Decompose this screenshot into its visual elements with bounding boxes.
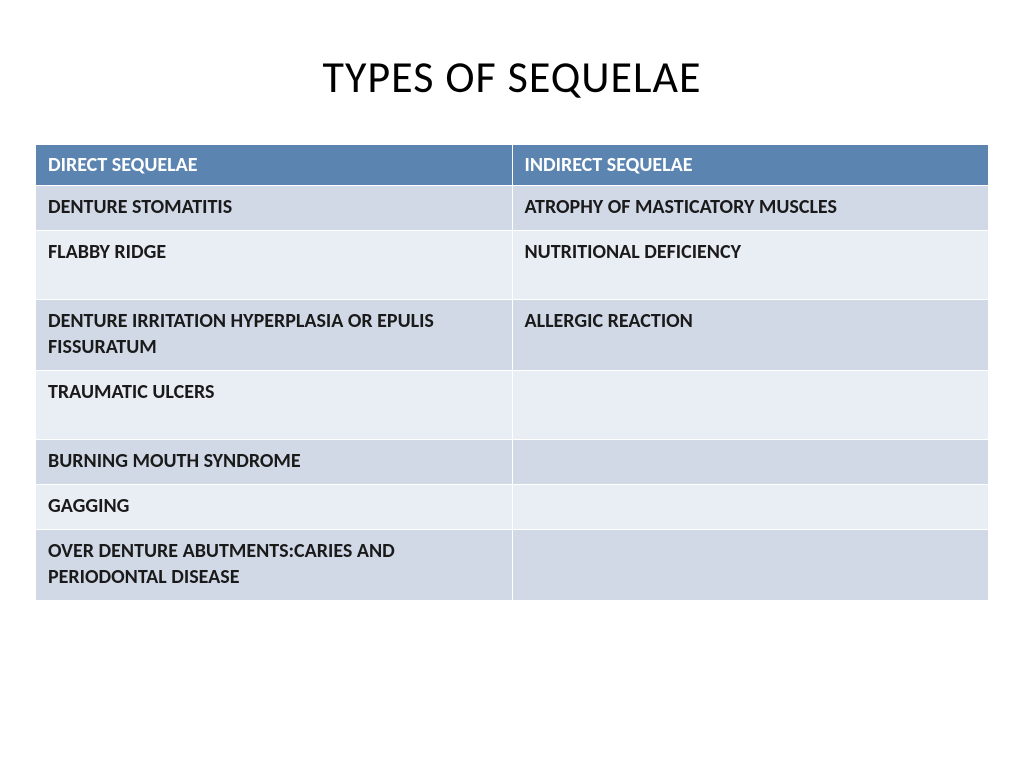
slide-title: TYPES OF SEQUELAE bbox=[35, 50, 989, 104]
table-cell: ALLERGIC REACTION bbox=[512, 300, 989, 371]
table-cell bbox=[512, 440, 989, 485]
table-cell: DENTURE IRRITATION HYPERPLASIA OR EPULIS… bbox=[36, 300, 513, 371]
table-row: GAGGING bbox=[36, 485, 989, 530]
table-header-row: DIRECT SEQUELAE INDIRECT SEQUELAE bbox=[36, 145, 989, 186]
col-header-direct: DIRECT SEQUELAE bbox=[36, 145, 513, 186]
table-row: BURNING MOUTH SYNDROME bbox=[36, 440, 989, 485]
table-cell: FLABBY RIDGE bbox=[36, 231, 513, 300]
sequelae-table: DIRECT SEQUELAE INDIRECT SEQUELAE DENTUR… bbox=[35, 144, 989, 601]
table-row: DENTURE STOMATITISATROPHY OF MASTICATORY… bbox=[36, 186, 989, 231]
col-header-indirect: INDIRECT SEQUELAE bbox=[512, 145, 989, 186]
table-cell: OVER DENTURE ABUTMENTS:CARIES AND PERIOD… bbox=[36, 530, 513, 601]
table-cell bbox=[512, 485, 989, 530]
table-cell: BURNING MOUTH SYNDROME bbox=[36, 440, 513, 485]
table-cell: NUTRITIONAL DEFICIENCY bbox=[512, 231, 989, 300]
table-row: TRAUMATIC ULCERS bbox=[36, 371, 989, 440]
table-row: OVER DENTURE ABUTMENTS:CARIES AND PERIOD… bbox=[36, 530, 989, 601]
table-cell bbox=[512, 371, 989, 440]
table-cell: GAGGING bbox=[36, 485, 513, 530]
table-cell: DENTURE STOMATITIS bbox=[36, 186, 513, 231]
table-cell bbox=[512, 530, 989, 601]
slide-container: TYPES OF SEQUELAE DIRECT SEQUELAE INDIRE… bbox=[0, 0, 1024, 601]
table-row: DENTURE IRRITATION HYPERPLASIA OR EPULIS… bbox=[36, 300, 989, 371]
table-row: FLABBY RIDGENUTRITIONAL DEFICIENCY bbox=[36, 231, 989, 300]
table-cell: ATROPHY OF MASTICATORY MUSCLES bbox=[512, 186, 989, 231]
table-body: DENTURE STOMATITISATROPHY OF MASTICATORY… bbox=[36, 186, 989, 601]
table-cell: TRAUMATIC ULCERS bbox=[36, 371, 513, 440]
